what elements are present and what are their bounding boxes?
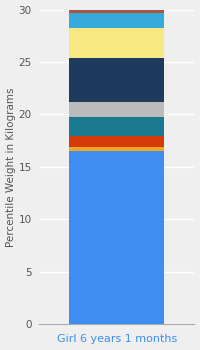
Bar — [69, 147, 164, 151]
Bar — [69, 102, 164, 117]
Bar — [69, 28, 164, 58]
Bar — [69, 117, 164, 136]
Bar — [69, 58, 164, 102]
Bar — [69, 0, 164, 13]
Bar — [69, 136, 164, 147]
Bar — [69, 13, 164, 28]
Bar — [69, 151, 164, 324]
Y-axis label: Percentile Weight in Kilograms: Percentile Weight in Kilograms — [6, 87, 16, 246]
